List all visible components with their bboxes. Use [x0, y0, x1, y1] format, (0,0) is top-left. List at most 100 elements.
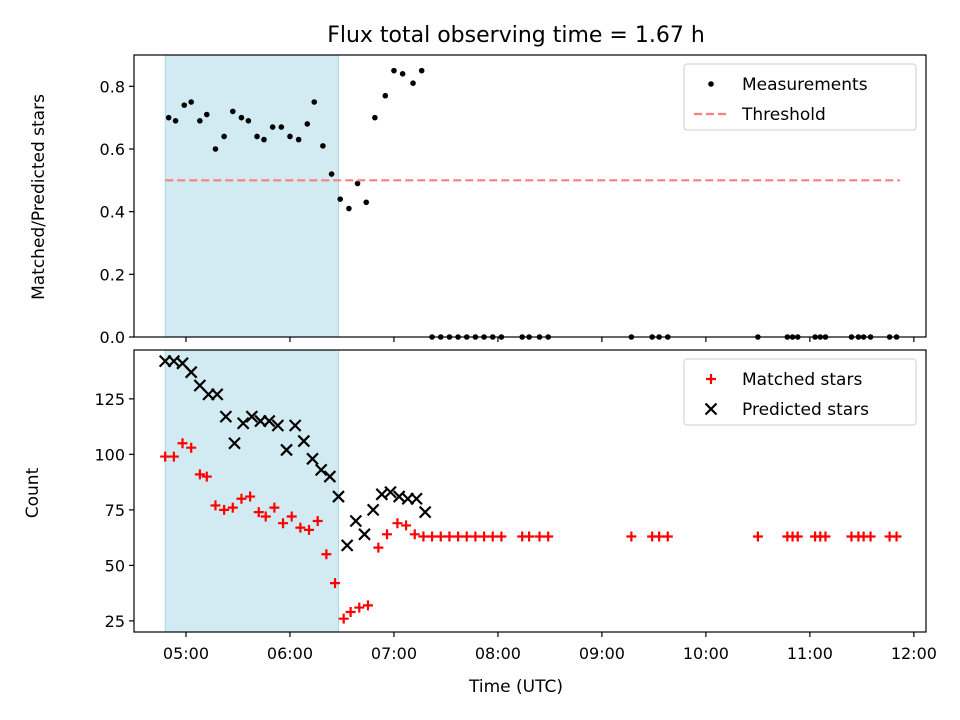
matched-star-point	[304, 524, 315, 535]
legend-label: Predicted stars	[742, 400, 869, 420]
matched-star-point	[453, 531, 464, 542]
predicted-star-point	[314, 463, 328, 477]
legend-box	[683, 63, 917, 131]
matched-star-point	[227, 502, 238, 513]
matched-star-point	[479, 531, 490, 542]
matched-star-point	[543, 531, 554, 542]
predicted-star-point	[297, 434, 311, 448]
matched-star-point	[210, 500, 221, 511]
matched-star-point	[487, 531, 498, 542]
matched-star-point	[418, 531, 429, 542]
matched-star-point	[470, 531, 481, 542]
matched-star-point	[312, 515, 323, 526]
matched-star-point	[401, 520, 412, 531]
matched-star-point	[524, 531, 535, 542]
matched-star-point	[253, 507, 264, 518]
x-tick-label: 07:00	[371, 644, 417, 663]
measurement-point	[363, 199, 370, 206]
matched-star-point	[160, 451, 171, 462]
measurement-point	[269, 124, 276, 130]
matched-star-point	[461, 531, 472, 542]
measurement-point	[172, 118, 179, 124]
plot-frame	[133, 349, 927, 633]
measurement-point	[261, 136, 267, 143]
measurement-point	[399, 71, 406, 77]
y-tick-label: 100	[94, 445, 125, 464]
matched-star-point	[496, 531, 507, 542]
matched-star-point	[362, 600, 373, 611]
legend-label: Matched stars	[742, 370, 862, 390]
measurement-point	[337, 196, 344, 202]
y-tick-label: 0.4	[100, 203, 125, 222]
legend-label: Threshold	[741, 105, 826, 125]
matched-star-point	[752, 531, 763, 542]
highlight-span	[164, 54, 339, 338]
measurement-point	[410, 80, 416, 86]
matched-star-point	[168, 451, 179, 462]
predicted-star-point	[280, 443, 293, 457]
predicted-star-point	[358, 528, 371, 541]
matched-star-point	[626, 531, 637, 542]
predicted-star-point	[340, 539, 354, 552]
matched-star-point	[654, 531, 665, 542]
matched-star-point	[435, 531, 446, 542]
measurement-point	[165, 114, 172, 121]
matched-star-point	[662, 531, 673, 542]
matched-star-point	[392, 518, 403, 529]
legend-marker-x	[704, 402, 718, 416]
y-tick-label: 0.2	[100, 265, 125, 284]
series-predicted-stars	[158, 354, 432, 552]
y-tick-label: 50	[105, 556, 125, 575]
matched-star-point	[269, 502, 280, 513]
predicted-star-point	[323, 470, 337, 483]
matched-star-point	[321, 549, 332, 560]
y-tick-label: 125	[94, 390, 125, 409]
predicted-star-point	[228, 436, 241, 450]
predicted-star-point	[288, 419, 302, 432]
matched-star-point	[865, 531, 876, 542]
matched-star-point	[338, 613, 349, 624]
matched-star-point	[330, 578, 341, 589]
measurement-point	[221, 133, 227, 140]
measurement-point	[382, 92, 389, 99]
y-tick-label: 0.8	[100, 77, 125, 96]
matched-star-point	[194, 469, 205, 480]
measurement-point	[304, 121, 311, 127]
measurement-point	[418, 67, 425, 74]
matched-star-point	[186, 442, 197, 453]
predicted-star-point	[236, 416, 250, 430]
x-tick-label: 05:00	[163, 644, 209, 663]
measurement-point	[212, 146, 219, 152]
y-tick-label: 25	[105, 612, 125, 631]
x-tick-label: 10:00	[683, 644, 729, 663]
series-measurements	[165, 67, 900, 340]
matched-star-point	[345, 607, 356, 618]
legend: Measurements Threshold	[683, 63, 917, 131]
predicted-star-point	[271, 419, 285, 432]
legend-marker-plus	[706, 374, 716, 384]
predicted-star-point	[332, 490, 345, 503]
x-tick-label: 12:00	[891, 644, 937, 663]
measurement-point	[238, 114, 245, 121]
matched-star-point	[534, 531, 545, 542]
measurement-point	[311, 99, 318, 105]
y-tick-label: 0.6	[100, 140, 125, 159]
measurement-point	[278, 124, 285, 130]
measurement-point	[245, 118, 252, 124]
predicted-star-point	[384, 485, 397, 499]
predicted-star-point	[210, 388, 224, 401]
measurement-point	[229, 108, 236, 115]
matched-star-point	[373, 542, 384, 553]
predicted-star-point	[306, 452, 319, 466]
measurement-point	[391, 67, 397, 74]
x-axis-label: Time (UTC)	[468, 677, 563, 697]
matched-star-point	[201, 471, 212, 482]
matched-star-point	[354, 602, 365, 613]
x-tick-label: 11:00	[787, 644, 833, 663]
matched-star-point	[219, 504, 230, 515]
legend-box	[683, 358, 917, 426]
predicted-star-point	[418, 505, 432, 519]
measurement-point	[181, 102, 188, 108]
top-y-axis-label: Matched/Predicted stars	[29, 94, 49, 300]
